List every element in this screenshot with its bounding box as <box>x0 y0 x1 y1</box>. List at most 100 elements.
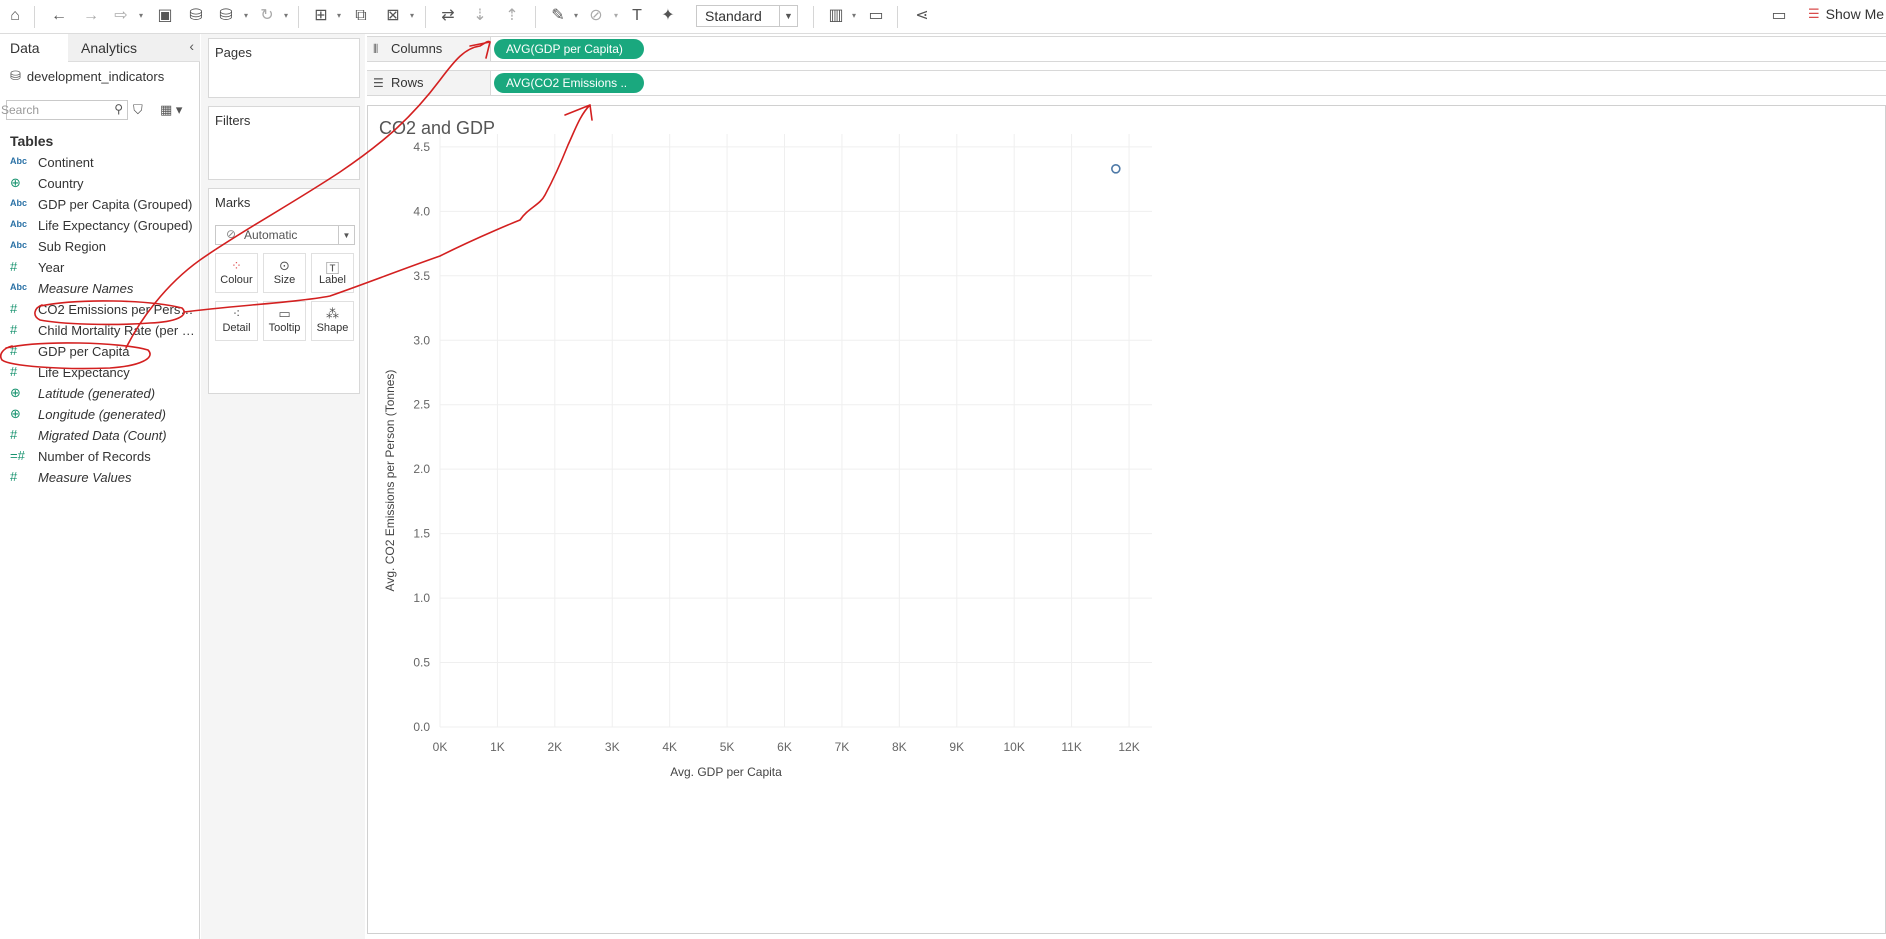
field-item[interactable]: ⊕ Longitude (generated) <box>0 405 200 426</box>
new-worksheet-icon[interactable]: ⊞ <box>314 7 328 24</box>
sort-asc-icon[interactable]: ⇣ <box>473 7 487 24</box>
globe-icon: ⊕ <box>10 406 21 421</box>
data-point[interactable] <box>1111 164 1121 174</box>
field-item[interactable]: Abc Life Expectancy (Grouped) <box>0 216 200 237</box>
show-me-button[interactable]: ☰ Show Me <box>1808 6 1884 22</box>
datasource-caret-icon[interactable]: ▾ <box>244 11 249 20</box>
refresh-icon[interactable]: ↻ <box>260 7 274 24</box>
tooltip-button[interactable]: ▭ Tooltip <box>263 301 306 341</box>
highlight-icon[interactable]: ✎ <box>551 7 565 24</box>
chart-type-caret-icon[interactable]: ▾ <box>852 11 857 20</box>
view-options-icon[interactable]: ▦ ▾ <box>160 102 183 117</box>
x-tick-label: 9K <box>949 740 964 754</box>
rows-shelf-label: ☰ Rows <box>367 71 491 95</box>
detail-button[interactable]: ⁖ Detail <box>215 301 258 341</box>
size-button[interactable]: ⊙ Size <box>263 253 306 293</box>
save-icon[interactable]: ▣ <box>157 7 173 24</box>
pin-icon[interactable]: ✦ <box>661 7 675 24</box>
tooltip-label: Tooltip <box>268 322 301 334</box>
show-me-label: Show Me <box>1825 6 1885 22</box>
field-item[interactable]: # Measure Values <box>0 468 200 489</box>
field-item[interactable]: Abc Continent <box>0 153 200 174</box>
pages-card[interactable]: Pages <box>208 38 360 98</box>
refresh-caret-icon[interactable]: ▾ <box>284 11 289 20</box>
duplicate-icon[interactable]: ⧉ <box>355 7 367 24</box>
rows-pill[interactable]: AVG(CO2 Emissions .. <box>494 73 644 93</box>
search-icon[interactable]: ⚲ <box>114 102 123 116</box>
x-tick-label: 5K <box>720 740 735 754</box>
field-list: Abc Continent ⊕ Country Abc GDP per Capita (G… <box>0 153 200 489</box>
field-item[interactable]: ⊕ Country <box>0 174 200 195</box>
sort-desc-icon[interactable]: ⇡ <box>505 7 519 24</box>
label-button[interactable]: 🅃 Label <box>311 253 354 293</box>
tab-analytics[interactable]: Analytics <box>81 40 138 56</box>
field-item[interactable]: ⊕ Latitude (generated) <box>0 384 200 405</box>
field-item[interactable]: =# Number of Records <box>0 447 200 468</box>
group-icon[interactable]: ⊘ <box>589 7 603 24</box>
clear-icon[interactable]: ⊠ <box>386 7 400 24</box>
fit-select[interactable]: Standard ▼ <box>696 5 798 27</box>
field-item[interactable]: # Child Mortality Rate (per 1... <box>0 321 200 342</box>
filters-card[interactable]: Filters <box>208 106 360 180</box>
field-item[interactable]: # Migrated Data (Count) <box>0 426 200 447</box>
datasource-row[interactable]: ⛁ development_indicators <box>10 68 164 84</box>
shape-button[interactable]: ⁂ Shape <box>311 301 354 341</box>
swap-icon[interactable]: ⇄ <box>441 7 455 24</box>
presentation-icon[interactable]: ▭ <box>868 7 884 24</box>
rows-shelf[interactable]: ☰ Rows AVG(CO2 Emissions .. <box>367 70 1886 96</box>
tab-data[interactable]: Data <box>10 40 40 56</box>
new-datasource-icon[interactable]: ⛁ <box>189 7 203 24</box>
field-name: Continent <box>38 155 94 170</box>
data-pane: Data Analytics ‹ ⛁ development_indicator… <box>0 34 200 939</box>
pane-tabs: Data Analytics ‹ <box>0 34 200 62</box>
columns-shelf[interactable]: ⦀ Columns AVG(GDP per Capita) <box>367 36 1886 62</box>
replay-icon[interactable]: ⇨ <box>114 7 128 24</box>
chevron-down-icon: ▼ <box>779 6 797 26</box>
columns-shelf-label: ⦀ Columns <box>367 37 491 61</box>
datasource-name: development_indicators <box>26 68 165 84</box>
columns-pill[interactable]: AVG(GDP per Capita) <box>494 39 644 59</box>
filter-icon[interactable]: ⛉ <box>133 102 143 117</box>
columns-icon: ⦀ <box>373 42 379 56</box>
field-item[interactable]: # Year <box>0 258 200 279</box>
field-name: Latitude (generated) <box>38 386 156 401</box>
share-icon[interactable]: ⋖ <box>915 7 929 24</box>
field-name: GDP per Capita (Grouped) <box>38 197 193 212</box>
home-icon[interactable]: ⌂ <box>10 7 20 24</box>
field-item[interactable]: Abc Measure Names <box>0 279 200 300</box>
label-label: Label <box>319 274 346 286</box>
highlight-caret-icon[interactable]: ▾ <box>574 11 579 20</box>
tooltip-icon[interactable]: ▭ <box>1771 7 1787 24</box>
colour-button[interactable]: ⁘ Colour <box>215 253 258 293</box>
detail-icon: ⁖ <box>232 306 241 321</box>
mark-type-select[interactable]: ⊘ Automatic ▼ <box>215 225 355 245</box>
y-tick-label: 4.0 <box>413 204 430 218</box>
group-caret-icon[interactable]: ▾ <box>614 11 619 20</box>
collapse-pane-icon[interactable]: ‹ <box>189 38 194 54</box>
label-icon[interactable]: T <box>632 7 642 24</box>
replay-caret-icon[interactable]: ▾ <box>139 11 144 20</box>
field-item[interactable]: Abc GDP per Capita (Grouped) <box>0 195 200 216</box>
field-item[interactable]: # GDP per Capita <box>0 342 200 363</box>
pause-datasource-icon[interactable]: ⛁ <box>219 7 233 24</box>
field-item[interactable]: Abc Sub Region <box>0 237 200 258</box>
dimension-icon: Abc <box>10 282 28 292</box>
y-tick-label: 4.5 <box>413 140 430 154</box>
undo-icon[interactable]: ← <box>51 7 67 24</box>
search-input[interactable]: Search ⚲ <box>1 100 128 120</box>
fit-select-value: Standard <box>705 8 762 24</box>
measure-icon: # <box>10 259 18 274</box>
clear-caret-icon[interactable]: ▾ <box>410 11 415 20</box>
field-item[interactable]: # Life Expectancy <box>0 363 200 384</box>
measure-icon: =# <box>10 448 25 463</box>
toolbar-divider <box>34 6 35 28</box>
x-axis-title: Avg. GDP per Capita <box>670 765 782 779</box>
field-item[interactable]: # CO2 Emissions per Person (Tonnes) <box>0 300 200 321</box>
chevron-down-icon: ▼ <box>338 226 354 244</box>
x-tick-label: 6K <box>777 740 792 754</box>
redo-icon[interactable]: → <box>83 7 99 24</box>
x-tick-label: 3K <box>605 740 620 754</box>
new-worksheet-caret-icon[interactable]: ▾ <box>337 11 342 20</box>
chart-type-icon[interactable]: ▥ <box>828 7 844 24</box>
toolbar-divider <box>813 6 814 28</box>
